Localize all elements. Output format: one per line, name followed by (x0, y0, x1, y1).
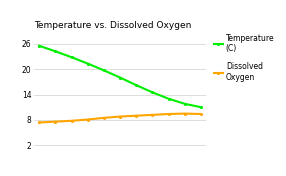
Line: Temperature
(C): Temperature (C) (37, 44, 203, 109)
Temperature
(C) (183, 103, 186, 105)
Temperature
(C) (54, 50, 57, 52)
Dissolved
Oxygen (199, 113, 203, 115)
Temperature
(C) (70, 56, 73, 58)
Dissolved
Oxygen (54, 121, 57, 123)
Dissolved
Oxygen (135, 115, 138, 117)
Temperature
(C) (86, 62, 90, 65)
Temperature
(C) (118, 77, 122, 79)
Temperature
(C) (102, 69, 106, 71)
Dissolved
Oxygen (167, 113, 170, 115)
Temperature
(C) (167, 98, 170, 100)
Temperature
(C) (37, 45, 41, 47)
Temperature
(C) (151, 91, 154, 93)
Dissolved
Oxygen (151, 114, 154, 116)
Temperature
(C) (135, 84, 138, 86)
Temperature
(C) (199, 106, 203, 108)
Dissolved
Oxygen (183, 112, 186, 115)
Legend: Temperature
(C), Dissolved
Oxygen: Temperature (C), Dissolved Oxygen (213, 33, 275, 82)
Dissolved
Oxygen (102, 117, 106, 119)
Line: Dissolved
Oxygen: Dissolved Oxygen (37, 112, 203, 124)
Dissolved
Oxygen (37, 121, 41, 124)
Dissolved
Oxygen (86, 118, 90, 121)
Dissolved
Oxygen (70, 120, 73, 122)
Text: Temperature vs. Dissolved Oxygen: Temperature vs. Dissolved Oxygen (34, 21, 192, 30)
Dissolved
Oxygen (118, 115, 122, 118)
